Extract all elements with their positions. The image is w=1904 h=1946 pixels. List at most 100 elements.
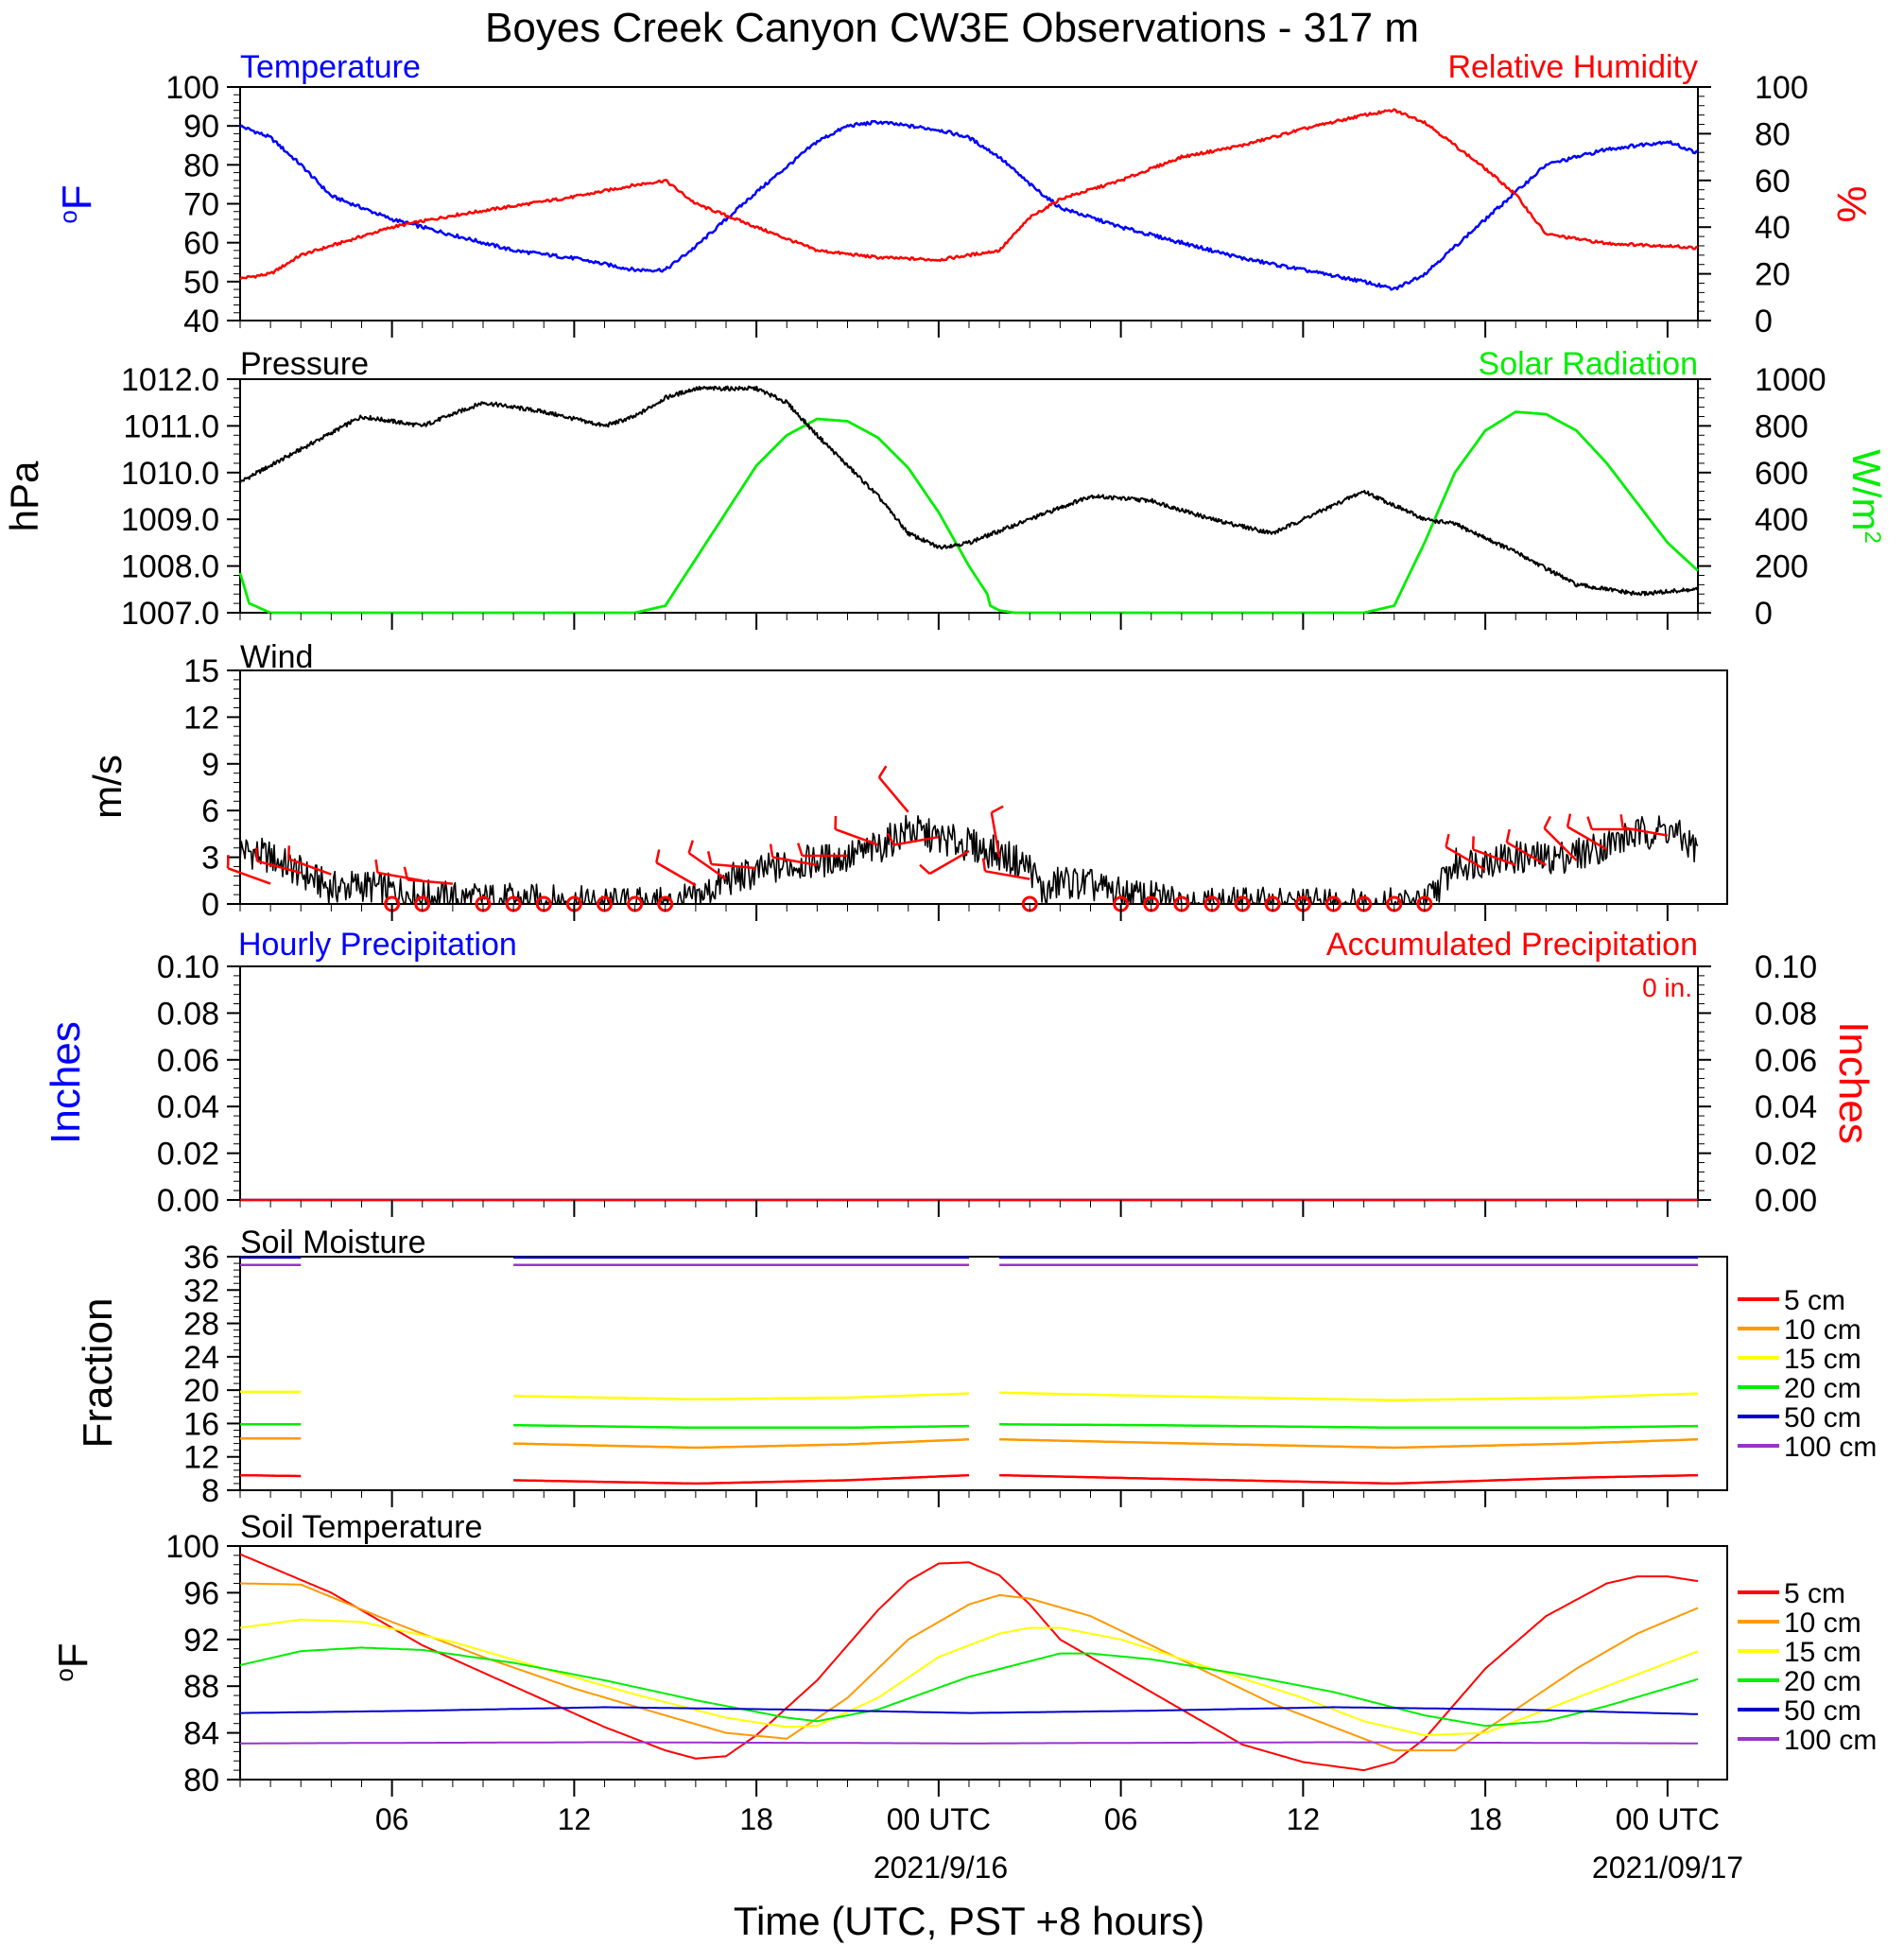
y-tick-label: 1009.0 [121, 502, 219, 538]
x-axis-ticks [239, 321, 1699, 338]
wind-unit-label: m/s [85, 755, 130, 819]
soil-moisture-line [239, 1473, 302, 1478]
wind-barb-staff [687, 852, 727, 880]
y-tick-label: 28 [183, 1307, 219, 1343]
x-axis-ticks [239, 1780, 1699, 1797]
x-axis-ticks [239, 904, 1699, 921]
legend-label: 10 cm [1784, 1607, 1861, 1639]
x-tick-label: 00 UTC [1616, 1802, 1720, 1836]
panel-frame [239, 378, 1699, 614]
wind-barb-flag [403, 866, 409, 880]
wind-barb-staff [1566, 825, 1608, 851]
panel-title-pressure: Pressure [240, 346, 369, 382]
y-tick-label: 9 [201, 747, 219, 783]
y-tick-label: 0.04 [1755, 1089, 1817, 1125]
legend-label: 20 cm [1784, 1373, 1861, 1404]
legend-label: 15 cm [1784, 1637, 1861, 1668]
temp-unit-label: oF [54, 184, 100, 223]
wind-barb-flag [919, 863, 931, 875]
y-tick-label: 80 [1755, 116, 1791, 152]
y-tick-label: 50 [183, 265, 219, 301]
soil-temperature-line [239, 1618, 1699, 1737]
solar-series [238, 410, 1699, 615]
panel-title-accumulated-precipitation: Accumulated Precipitation [1326, 927, 1698, 963]
soil-temp-axis-ticks: 80 84 88 92 96 100 [165, 1529, 240, 1798]
panel-title-soil-moisture: Soil Moisture [240, 1225, 426, 1260]
x-tick-label: 12 [558, 1802, 592, 1836]
y-tick-label: 24 [183, 1340, 219, 1376]
panel-frame [239, 669, 1728, 905]
y-tick-label: 0.10 [157, 949, 219, 985]
panel-frame [239, 1256, 1728, 1491]
y-tick-label: 200 [1755, 549, 1809, 585]
wind-barb-flag [991, 805, 1004, 814]
wind-barb-flag [254, 847, 259, 861]
precip-axis-ticks: 0.00 0.02 0.04 0.06 0.08 0.10 [157, 949, 240, 1219]
wind-barb-staff [893, 835, 940, 846]
precip-unit-right: Inches [1830, 1021, 1877, 1144]
chart-title: Boyes Creek Canyon CW3E Observations - 3… [485, 5, 1419, 51]
y-tick-label: 15 [183, 653, 219, 689]
legend-label: 15 cm [1784, 1344, 1861, 1375]
accumulated-precip-total: 0 in. [1642, 973, 1692, 1002]
y-tick-label: 0.00 [157, 1183, 219, 1219]
y-tick-label: 36 [183, 1240, 219, 1276]
wind-barb-flag [706, 851, 713, 865]
panel-temp-rh: Temperature Relative Humidity 4050607080… [54, 49, 1875, 339]
humidity-series [239, 108, 1699, 281]
panel-frame [239, 86, 1699, 321]
wind-barb-staff [655, 861, 697, 887]
wind-barb-staff [287, 858, 332, 876]
panel-pressure-solar: Pressure Solar Radiation 1007.01008.0100… [2, 346, 1889, 632]
panel-title-temperature: Temperature [240, 49, 421, 85]
soil-temperature-line [239, 1646, 1699, 1728]
wind-barb-staff [1506, 841, 1548, 866]
solar-line [238, 410, 1699, 615]
y-tick-label: 90 [183, 109, 219, 145]
y-tick-label: 3 [201, 841, 219, 877]
x-axis-ticks [239, 1200, 1699, 1217]
panel-title-relative-humidity: Relative Humidity [1447, 49, 1698, 85]
soil-moisture-line [999, 1391, 1699, 1401]
wind-barb-staff [771, 856, 818, 867]
wind-barb-flag [374, 859, 379, 874]
legend-label: 50 cm [1784, 1695, 1861, 1727]
x-tick-label: 06 [1104, 1802, 1138, 1836]
soil-moisture-line [513, 1392, 970, 1401]
wind-barb-flag [1566, 813, 1572, 827]
panel-title-wind: Wind [240, 639, 313, 675]
wind-speed-line [239, 814, 1699, 905]
wind-barb-flag [1505, 828, 1511, 843]
panel-frame [239, 965, 1699, 1201]
panel-title-hourly-precipitation: Hourly Precipitation [238, 927, 517, 963]
y-tick-label: 8 [201, 1473, 219, 1509]
wind-barb-flag [1543, 815, 1552, 829]
soil-temperature-series [239, 1553, 1699, 1772]
soil-moisture-unit-label: Fraction [75, 1298, 121, 1449]
y-tick-label: 0 [201, 887, 219, 923]
soil-temperature-line [240, 1706, 1698, 1715]
x-axis-ticks [239, 1490, 1699, 1507]
wind-barb-flag [796, 843, 804, 857]
precip-unit-left: Inches [43, 1021, 89, 1144]
wind-barbs [226, 765, 1669, 887]
pressure-line [239, 385, 1699, 597]
date-label-2: 2021/09/17 [1592, 1850, 1743, 1885]
legend-label: 50 cm [1784, 1402, 1861, 1433]
y-tick-label: 0.06 [1755, 1043, 1817, 1079]
pressure-series [239, 385, 1699, 597]
y-tick-label: 100 [165, 1529, 219, 1565]
y-tick-label: 1010.0 [121, 456, 219, 492]
wind-barb-staff [1543, 827, 1578, 861]
soil-moisture-line [999, 1437, 1699, 1450]
wind-barb-flag [687, 840, 694, 854]
legend-label: 5 cm [1784, 1285, 1845, 1316]
panel-wind: Wind 0 3 6 9 12 15 m/s [85, 639, 1728, 923]
wind-barb-flag [1619, 814, 1624, 828]
y-tick-label: 12 [183, 1440, 219, 1476]
y-tick-label: 0.02 [1755, 1137, 1817, 1173]
